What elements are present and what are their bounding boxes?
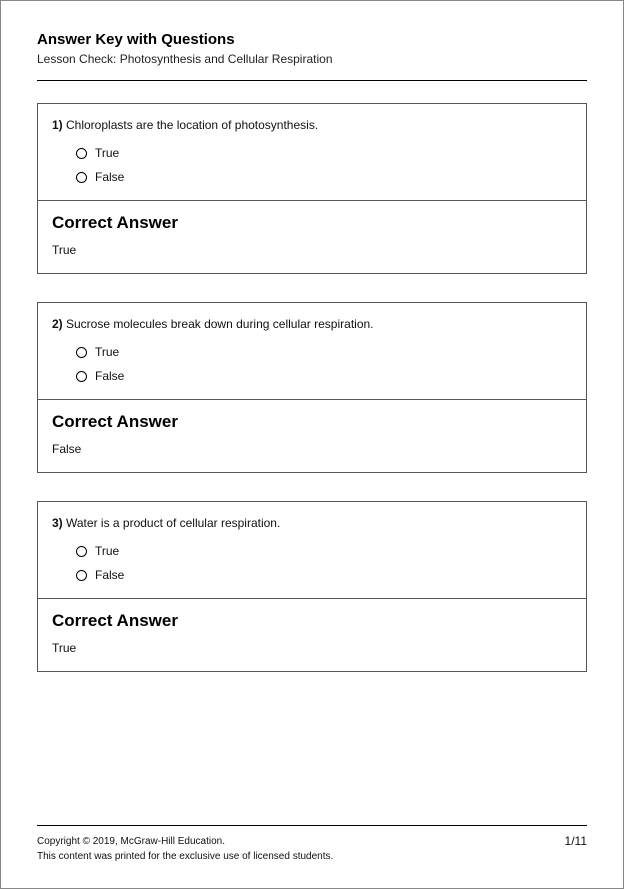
- question-number: 3): [52, 516, 63, 530]
- question-number: 2): [52, 317, 63, 331]
- option-label: False: [95, 369, 124, 383]
- radio-icon: [76, 172, 87, 183]
- answer-heading: Correct Answer: [52, 611, 572, 631]
- radio-icon: [76, 546, 87, 557]
- question-block: 1) Chloroplasts are the location of phot…: [37, 103, 587, 274]
- page-title: Answer Key with Questions: [37, 31, 587, 48]
- answer-section: Correct Answer False: [38, 399, 586, 472]
- page-content: Answer Key with Questions Lesson Check: …: [1, 1, 623, 672]
- answer-value: True: [52, 641, 572, 655]
- option-label: True: [95, 146, 119, 160]
- answer-value: False: [52, 442, 572, 456]
- options-list: True False: [52, 345, 572, 383]
- answer-heading: Correct Answer: [52, 412, 572, 432]
- footer-text: Copyright © 2019, McGraw-Hill Education.…: [37, 834, 333, 864]
- option-false[interactable]: False: [76, 568, 572, 582]
- option-label: False: [95, 170, 124, 184]
- question-body: 3) Water is a product of cellular respir…: [38, 502, 586, 598]
- copyright-text: Copyright © 2019, McGraw-Hill Education.: [37, 834, 333, 849]
- question-body: 2) Sucrose molecules break down during c…: [38, 303, 586, 399]
- notice-text: This content was printed for the exclusi…: [37, 849, 333, 864]
- question-prompt: Water is a product of cellular respirati…: [63, 516, 281, 530]
- option-true[interactable]: True: [76, 146, 572, 160]
- answer-section: Correct Answer True: [38, 200, 586, 273]
- option-label: True: [95, 345, 119, 359]
- page-number: 1/11: [565, 834, 587, 848]
- option-true[interactable]: True: [76, 345, 572, 359]
- options-list: True False: [52, 544, 572, 582]
- option-false[interactable]: False: [76, 170, 572, 184]
- answer-value: True: [52, 243, 572, 257]
- question-block: 3) Water is a product of cellular respir…: [37, 501, 587, 672]
- question-text: 1) Chloroplasts are the location of phot…: [52, 118, 572, 132]
- question-text: 2) Sucrose molecules break down during c…: [52, 317, 572, 331]
- footer: Copyright © 2019, McGraw-Hill Education.…: [37, 825, 587, 864]
- question-text: 3) Water is a product of cellular respir…: [52, 516, 572, 530]
- option-true[interactable]: True: [76, 544, 572, 558]
- question-number: 1): [52, 118, 63, 132]
- question-prompt: Chloroplasts are the location of photosy…: [63, 118, 318, 132]
- header: Answer Key with Questions Lesson Check: …: [37, 31, 587, 81]
- answer-heading: Correct Answer: [52, 213, 572, 233]
- question-prompt: Sucrose molecules break down during cell…: [63, 317, 374, 331]
- radio-icon: [76, 347, 87, 358]
- page-subtitle: Lesson Check: Photosynthesis and Cellula…: [37, 52, 587, 66]
- options-list: True False: [52, 146, 572, 184]
- radio-icon: [76, 570, 87, 581]
- radio-icon: [76, 148, 87, 159]
- radio-icon: [76, 371, 87, 382]
- answer-section: Correct Answer True: [38, 598, 586, 671]
- question-body: 1) Chloroplasts are the location of phot…: [38, 104, 586, 200]
- option-label: False: [95, 568, 124, 582]
- question-block: 2) Sucrose molecules break down during c…: [37, 302, 587, 473]
- option-label: True: [95, 544, 119, 558]
- option-false[interactable]: False: [76, 369, 572, 383]
